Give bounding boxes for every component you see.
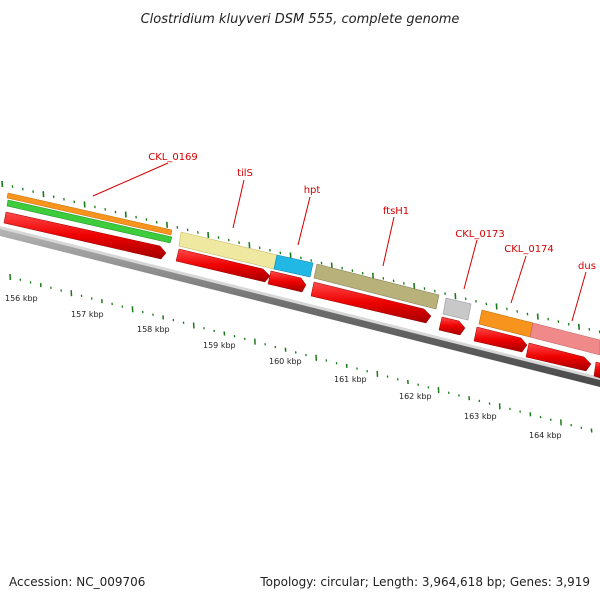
kbp-label: 162 kbp [399, 392, 432, 401]
feature-ftsH1[interactable] [313, 263, 440, 310]
feature-green[interactable] [6, 199, 173, 244]
gene-labels: CKL_0169 tilS hpt ftsH1 CKL_0173 CKL_017… [92, 152, 596, 322]
kbp-label: 156 kbp [5, 294, 38, 303]
inner-tick-marks [9, 273, 593, 433]
cds-arrow[interactable] [525, 342, 592, 372]
leader-line [571, 271, 587, 322]
leader-line [510, 255, 527, 304]
gene-label-CKL-0174[interactable]: CKL_0174 [504, 244, 554, 255]
gene-label-hpt[interactable]: hpt [304, 185, 321, 196]
cds-arrow[interactable] [473, 326, 528, 353]
kbp-label: 157 kbp [71, 310, 104, 319]
kbp-label: 163 kbp [464, 412, 497, 421]
leader-line [382, 216, 395, 267]
cds-arrow[interactable] [593, 361, 600, 379]
feature-track [6, 192, 600, 356]
feature-hpt[interactable] [273, 254, 314, 278]
kbp-scale: 156 kbp 157 kbp 158 kbp 159 kbp 160 kbp … [5, 294, 562, 440]
cds-track [3, 211, 600, 379]
kbp-label: 161 kbp [334, 375, 367, 384]
accession: Accession: NC_009706 [9, 575, 145, 589]
cds-arrow[interactable] [310, 281, 432, 324]
feature-CKL-0173[interactable] [442, 297, 472, 321]
leader-line [297, 196, 311, 246]
cds-arrow[interactable] [175, 248, 271, 283]
outer-tick-marks [1, 180, 600, 334]
genome-title: Clostridium kluyveri DSM 555, complete g… [141, 12, 460, 27]
leader-line [92, 162, 169, 197]
cds-arrow[interactable] [3, 211, 167, 260]
leader-line [463, 239, 478, 290]
feature-dus[interactable] [529, 322, 600, 356]
gene-label-ftsH1[interactable]: ftsH1 [383, 206, 409, 217]
gene-label-dus[interactable]: dus [578, 261, 596, 272]
feature-orange-CKL-0169[interactable] [6, 192, 173, 236]
kbp-label: 158 kbp [137, 325, 170, 334]
leader-line [232, 179, 245, 229]
gene-label-CKL-0169[interactable]: CKL_0169 [148, 152, 198, 163]
kbp-label: 164 kbp [529, 431, 562, 440]
gene-label-CKL-0173[interactable]: CKL_0173 [455, 229, 505, 240]
backbone [0, 226, 600, 387]
kbp-label: 159 kbp [203, 341, 236, 350]
cds-arrow[interactable] [438, 316, 466, 336]
kbp-label: 160 kbp [269, 357, 302, 366]
cds-arrow[interactable] [267, 270, 307, 293]
gene-label-tilS[interactable]: tilS [237, 168, 253, 179]
genome-summary: Topology: circular; Length: 3,964,618 bp… [259, 575, 590, 589]
